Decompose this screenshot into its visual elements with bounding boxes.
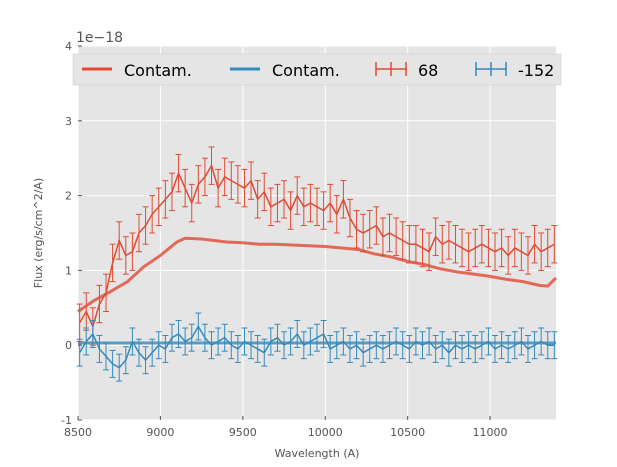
x-tick-label: 9000 [146, 426, 174, 439]
errorbar-series-2 [76, 146, 558, 346]
legend: Contam. Contam. 68 -152 [72, 53, 562, 86]
x-tick-label: 9500 [229, 426, 257, 439]
contam-line-0 [77, 236, 558, 313]
legend-swatch-68 [375, 62, 407, 76]
y-tick-label: 3 [65, 115, 72, 128]
legend-label-contam-blue: Contam. [272, 61, 340, 80]
y-tick-label: 2 [65, 190, 72, 203]
data-layer [76, 146, 558, 382]
x-tick-label: 11000 [473, 426, 508, 439]
legend-label-68: 68 [418, 61, 438, 80]
y-tick-label: 4 [65, 40, 72, 53]
x-axis-label: Wavelength (A) [275, 447, 360, 460]
data-line-3 [79, 325, 555, 369]
plot-area [78, 46, 556, 420]
errorbar-series-3 [76, 312, 558, 382]
data-line-2 [79, 163, 555, 329]
legend-label-minus152: -152 [518, 61, 554, 80]
x-tick-label: 8500 [64, 426, 92, 439]
legend-label-contam-red: Contam. [124, 61, 192, 80]
x-tick-label: 10500 [390, 426, 425, 439]
y-tick-label: 0 [65, 339, 72, 352]
y-tick-label: 1 [65, 264, 72, 277]
x-tick-label: 10000 [308, 426, 343, 439]
y-offset-text: 1e−18 [76, 30, 123, 46]
y-tick-label: -1 [61, 414, 72, 427]
legend-swatch-minus152 [475, 62, 507, 76]
y-axis-label: Flux (erg/s/cm^2/A) [32, 178, 45, 288]
ticks: 8500 9000 9500 10000 10500 11000 -1 0 1 2 3 4 [61, 40, 508, 439]
